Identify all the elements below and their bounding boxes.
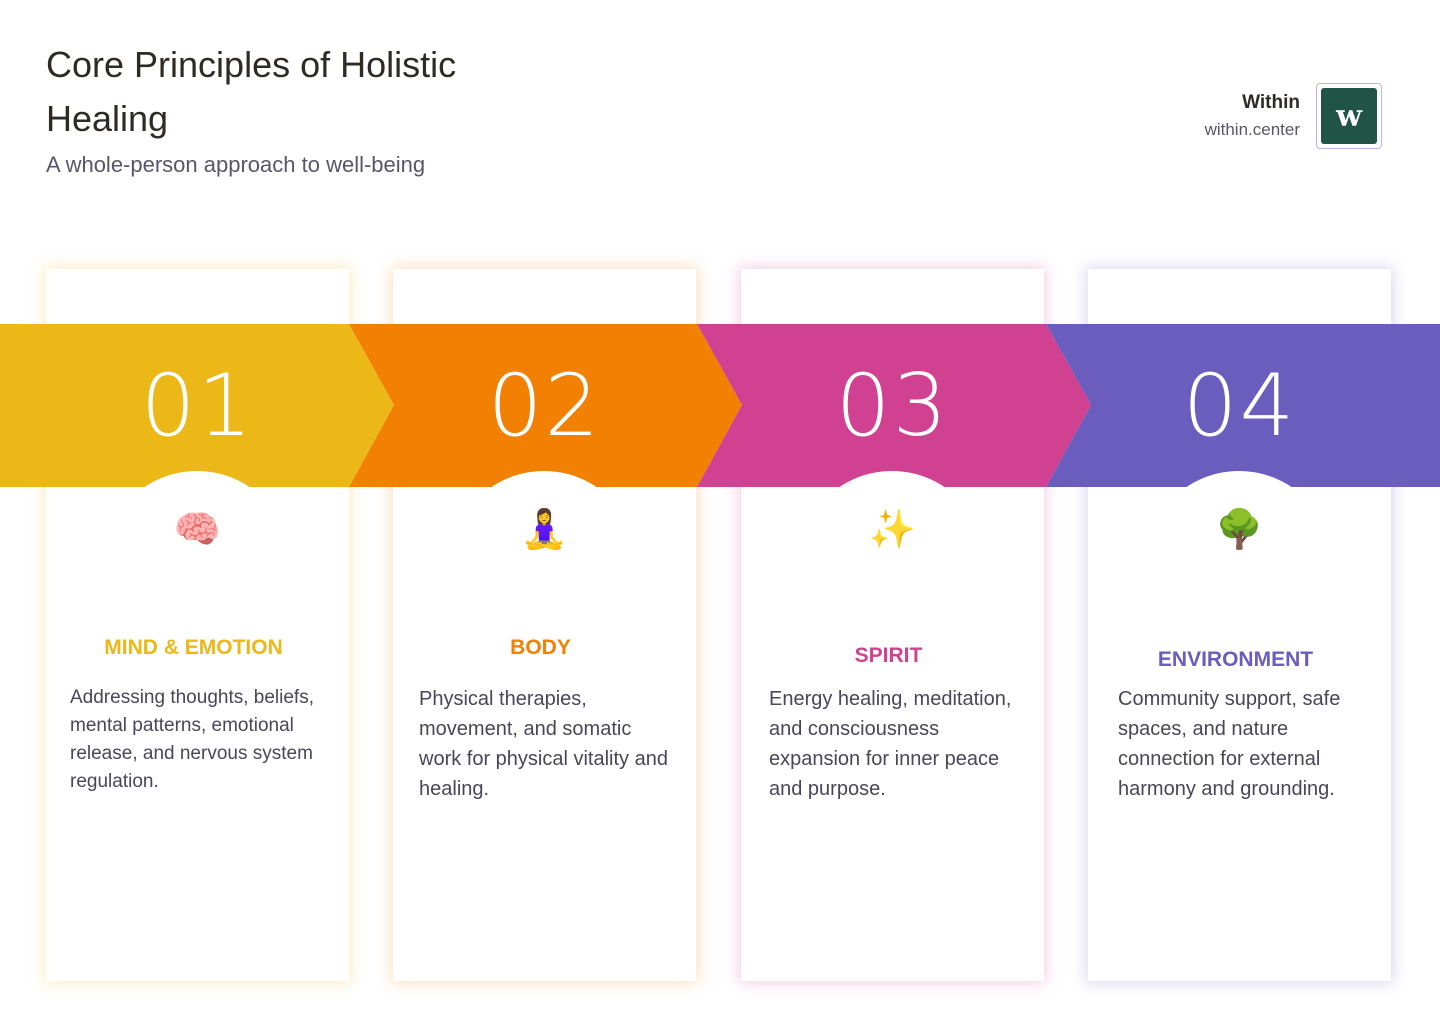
step-number: 01	[140, 356, 255, 456]
brand-url: within.center	[1204, 120, 1300, 139]
step-arrow-04	[1046, 324, 1440, 487]
page-subtitle: A whole-person approach to well-being	[46, 152, 426, 177]
step-title: SPIRIT	[854, 644, 923, 667]
step-arrow-03	[697, 324, 1091, 487]
brain-icon: 🧠	[173, 509, 222, 551]
step-description: Addressing thoughts, beliefs, mental pat…	[70, 687, 314, 792]
step-description: Physical therapies, movement, and somati…	[419, 688, 668, 800]
step-arrow-01	[0, 324, 394, 487]
step-number: 04	[1182, 356, 1297, 456]
icon-circle	[1145, 471, 1333, 574]
page-title: Core Principles of Holistic Healing	[46, 44, 457, 139]
icon-circle	[103, 471, 291, 574]
icon-circle	[450, 471, 638, 574]
person-in-lotus-position-icon: 🧘‍♀️	[520, 509, 569, 551]
step-number: 02	[487, 356, 602, 456]
sparkles-icon: ✨	[868, 509, 917, 551]
step-description: Community support, safe spaces, and natu…	[1118, 688, 1341, 800]
step-title: MIND & EMOTION	[104, 636, 283, 659]
brand-name: Within	[1242, 92, 1300, 113]
step-number: 03	[835, 356, 950, 456]
step-description: Energy healing, meditation, and consciou…	[769, 688, 1012, 800]
step-arrow-02	[349, 324, 742, 487]
brand-logo: w	[1316, 83, 1382, 149]
step-arrow-band	[0, 324, 1440, 574]
logo-letter: w	[1321, 88, 1377, 144]
step-title: BODY	[510, 636, 571, 659]
icon-circle	[798, 471, 986, 574]
step-title: ENVIRONMENT	[1157, 648, 1314, 671]
tree-icon: 🌳	[1215, 509, 1264, 551]
